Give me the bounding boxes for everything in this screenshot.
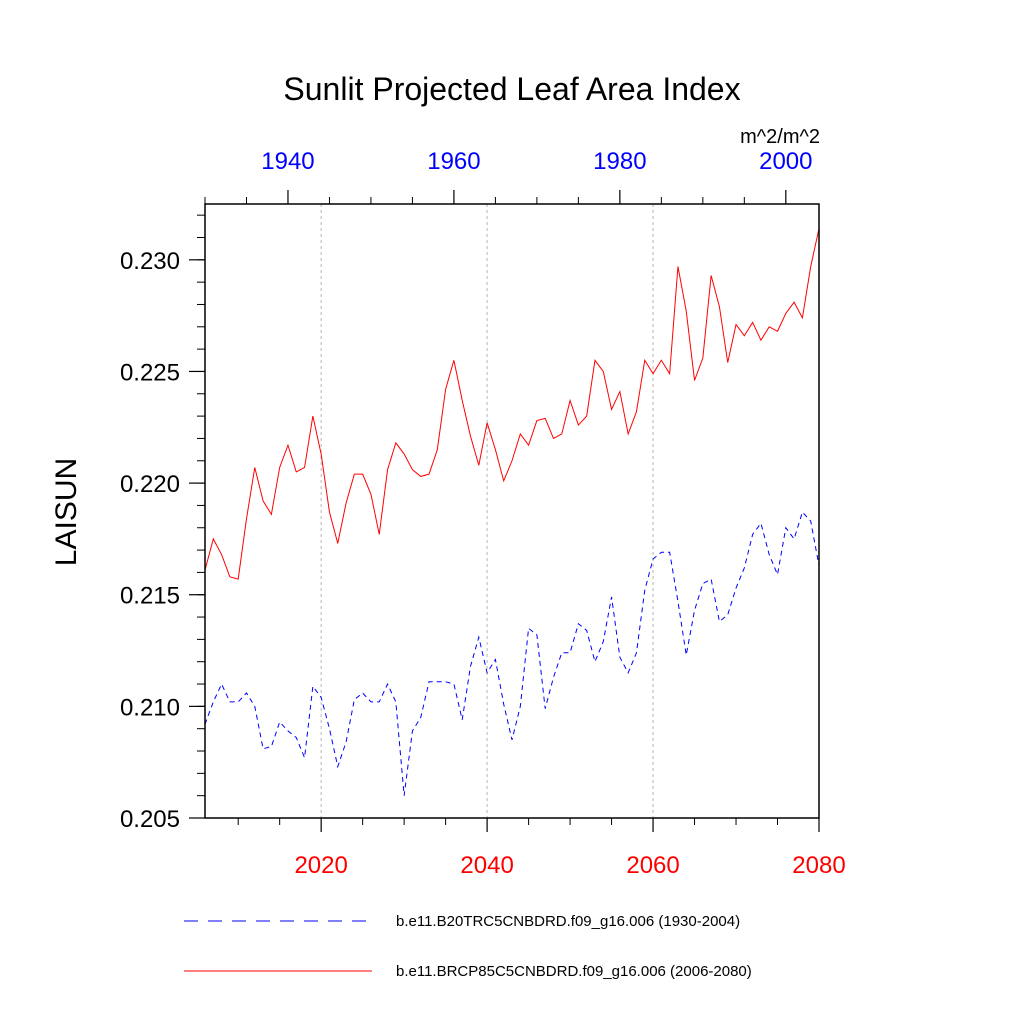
series-group bbox=[204, 228, 820, 796]
y-tick-label: 0.215 bbox=[120, 583, 180, 610]
y-tick-label: 0.205 bbox=[120, 806, 180, 833]
x-bottom-tick-label: 2020 bbox=[294, 852, 347, 879]
units-label: m^2/m^2 bbox=[740, 126, 820, 148]
grid-lines bbox=[320, 204, 654, 818]
legend-label-0: b.e11.B20TRC5CNBDRD.f09_g16.006 (1930-20… bbox=[396, 913, 740, 930]
x-bottom-tick-label: 2040 bbox=[460, 852, 513, 879]
y-tick-label: 0.220 bbox=[120, 471, 180, 498]
plot-frame bbox=[204, 203, 820, 819]
legend-label-1: b.e11.BRCP85C5CNBDRD.f09_g16.006 (2006-2… bbox=[396, 963, 752, 980]
series-line-0 bbox=[204, 511, 820, 796]
y-axis-label: LAISUN bbox=[50, 458, 83, 566]
y-tick-label: 0.230 bbox=[120, 248, 180, 275]
x-top-tick-label: 2000 bbox=[759, 148, 812, 175]
axes: 0.205 0.210 0.215 0.220 0.225 0.230 2020 2040 20… bbox=[120, 148, 846, 879]
x-top-tick-label: 1980 bbox=[593, 148, 646, 175]
x-bottom-tick-label: 2080 bbox=[792, 852, 845, 879]
x-top-tick-label: 1940 bbox=[261, 148, 314, 175]
chart-title: Sunlit Projected Leaf Area Index bbox=[283, 71, 740, 107]
y-tick-label: 0.210 bbox=[120, 694, 180, 721]
x-top-tick-label: 1960 bbox=[427, 148, 480, 175]
y-tick-label: 0.225 bbox=[120, 359, 180, 386]
series-line-1 bbox=[204, 228, 820, 580]
legend: b.e11.B20TRC5CNBDRD.f09_g16.006 (1930-20… bbox=[184, 913, 752, 980]
x-bottom-tick-label: 2060 bbox=[626, 852, 679, 879]
